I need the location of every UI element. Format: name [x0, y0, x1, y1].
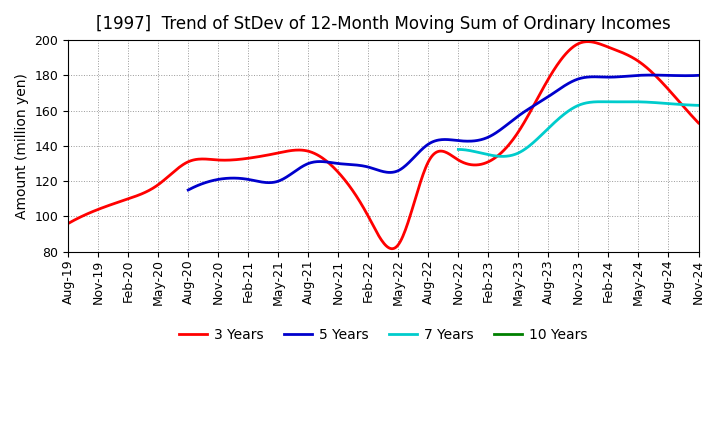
5 Years — [683, 73, 692, 78]
Y-axis label: Amount (million yen): Amount (million yen) — [15, 73, 29, 219]
7 Years — [689, 103, 698, 108]
Legend: 3 Years, 5 Years, 7 Years, 10 Years: 3 Years, 5 Years, 7 Years, 10 Years — [174, 322, 593, 347]
5 Years — [647, 73, 656, 78]
5 Years — [487, 132, 496, 138]
3 Years — [387, 246, 396, 251]
5 Years — [426, 140, 435, 146]
3 Years — [363, 213, 372, 218]
7 Years — [454, 147, 463, 152]
5 Years — [460, 139, 469, 144]
3 Years — [694, 121, 703, 126]
Line: 7 Years: 7 Years — [459, 102, 698, 156]
3 Years — [440, 149, 449, 154]
3 Years — [583, 39, 592, 44]
7 Years — [570, 105, 579, 110]
7 Years — [598, 99, 606, 104]
7 Years — [569, 106, 577, 111]
3 Years — [406, 212, 415, 217]
5 Years — [602, 74, 611, 80]
3 Years — [64, 221, 73, 226]
7 Years — [585, 100, 593, 105]
7 Years — [652, 100, 660, 105]
5 Years — [429, 139, 438, 144]
3 Years — [682, 106, 690, 112]
3 Years — [367, 220, 376, 225]
7 Years — [694, 103, 703, 108]
7 Years — [498, 154, 506, 159]
Line: 5 Years: 5 Years — [188, 75, 698, 190]
5 Years — [694, 73, 703, 78]
Title: [1997]  Trend of StDev of 12-Month Moving Sum of Ordinary Incomes: [1997] Trend of StDev of 12-Month Moving… — [96, 15, 671, 33]
7 Years — [596, 99, 605, 104]
Line: 3 Years: 3 Years — [68, 42, 698, 249]
5 Years — [184, 187, 192, 193]
3 Years — [582, 39, 590, 44]
